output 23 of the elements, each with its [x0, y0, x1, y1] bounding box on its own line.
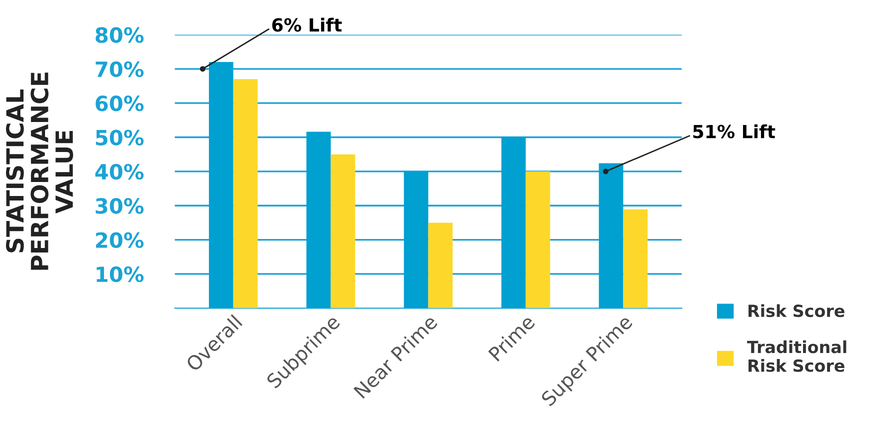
- bar: [623, 209, 648, 308]
- y-axis-title: STATISTICAL PERFORMANCE VALUE: [6, 72, 74, 270]
- bar: [526, 171, 550, 308]
- bar: [330, 154, 356, 308]
- text: 6% Lift: [272, 18, 342, 32]
- y-tick-label: 60%: [96, 96, 144, 112]
- y-tick-label: 20%: [96, 232, 144, 248]
- bar: [404, 171, 428, 308]
- y-tick-label: 30%: [96, 198, 144, 214]
- bar: [208, 62, 234, 308]
- legend-label: Traditional Risk Score: [747, 340, 846, 372]
- bar: [598, 163, 624, 308]
- y-tick-label: 70%: [96, 61, 144, 78]
- text: 51% Lift: [693, 124, 776, 138]
- legend-label: Risk Score: [748, 304, 844, 318]
- bar: [501, 137, 526, 308]
- bar: [306, 132, 331, 308]
- bar: [428, 222, 453, 308]
- y-tick-label: 10%: [96, 266, 144, 282]
- y-tick-label: 40%: [95, 164, 144, 180]
- y-tick-label: 80%: [96, 27, 144, 43]
- bar: [233, 79, 258, 308]
- y-tick-label: 50%: [96, 130, 144, 146]
